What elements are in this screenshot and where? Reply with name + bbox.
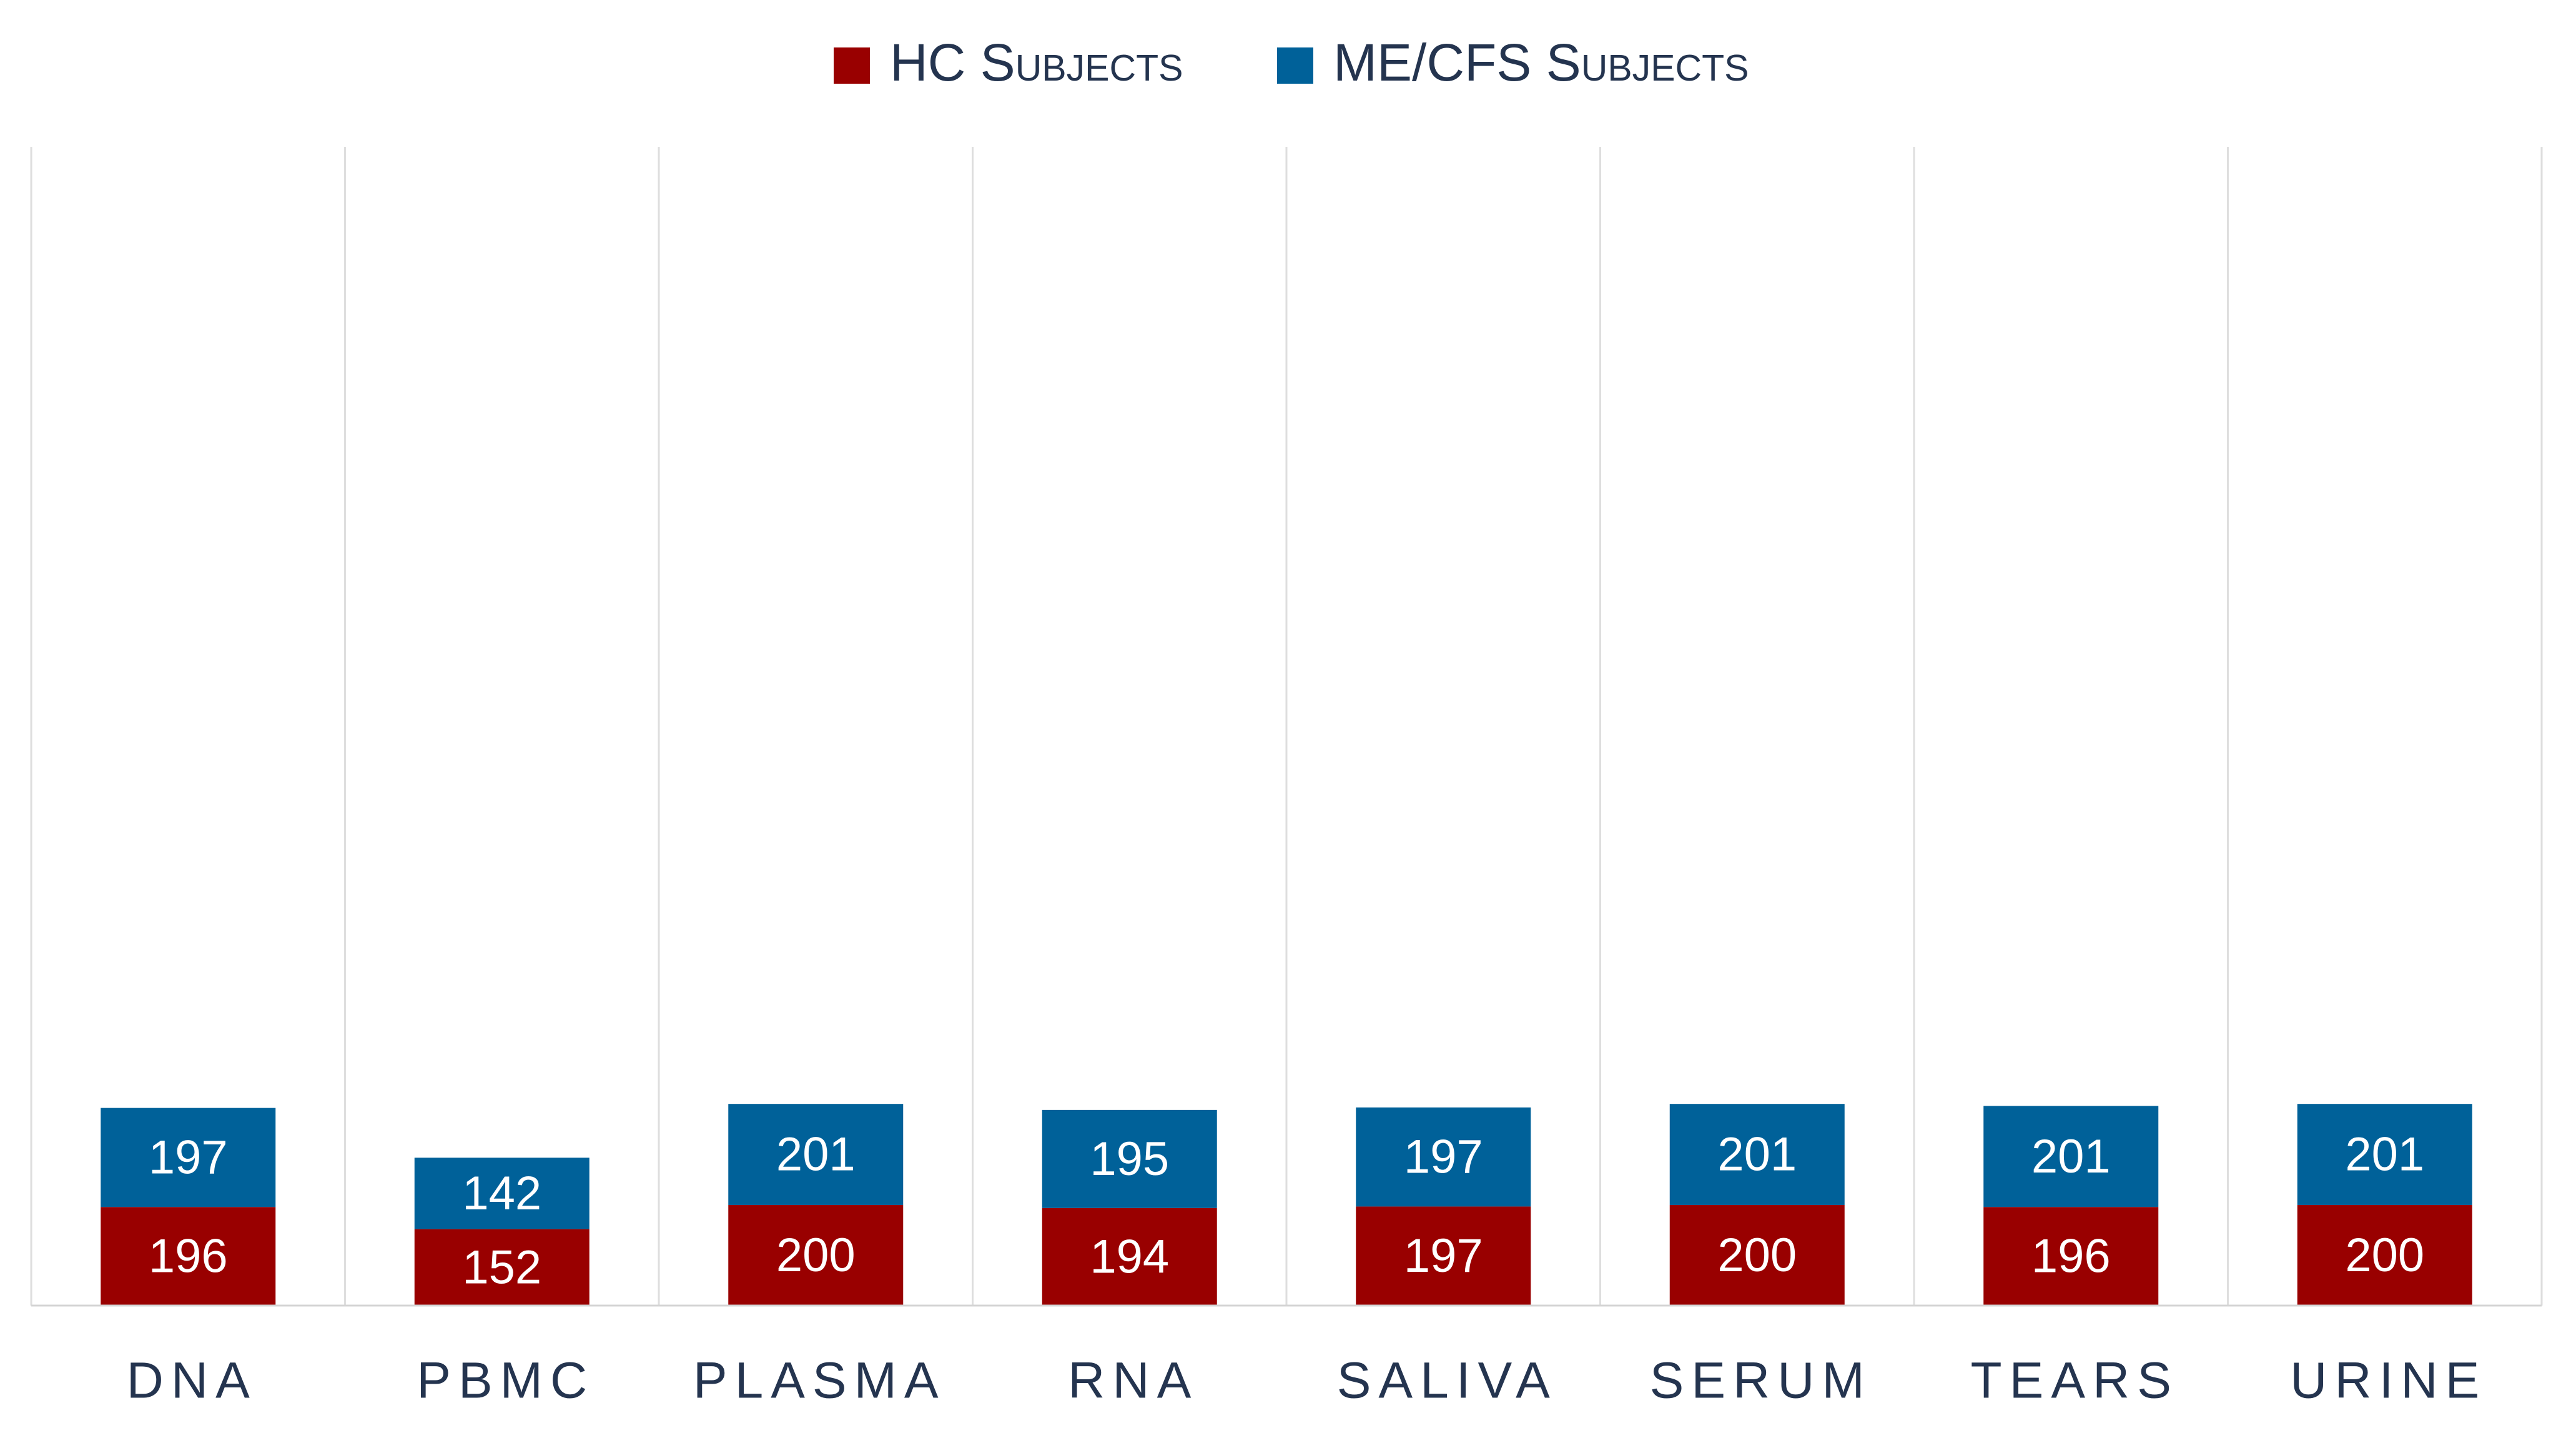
data-label-me-cfs-subjects-dna: 197 <box>149 1131 228 1184</box>
bar-hc-subjects-tears <box>1983 1207 2159 1306</box>
legend[interactable]: HC Subjects ME/CFS Subjects <box>834 33 1749 92</box>
data-label-me-cfs-subjects-tears: 201 <box>2031 1130 2111 1183</box>
grid-lines <box>30 147 2543 1306</box>
bar-me-cfs-subjects-urine <box>2297 1104 2472 1205</box>
data-label-me-cfs-subjects-serum: 201 <box>1717 1128 1797 1181</box>
data-label-hc-subjects-pbmc: 152 <box>462 1241 541 1294</box>
data-label-me-cfs-subjects-urine: 201 <box>2345 1128 2424 1181</box>
data-label-me-cfs-subjects-rna: 195 <box>1090 1133 1169 1186</box>
bar-me-cfs-subjects-saliva <box>1356 1107 1531 1207</box>
data-label-hc-subjects-plasma: 200 <box>776 1229 856 1282</box>
bar-hc-subjects-saliva <box>1356 1206 1531 1306</box>
x-tick-label-rna: RNA <box>1068 1352 1198 1409</box>
bar-me-cfs-subjects-plasma <box>728 1104 904 1205</box>
data-label-hc-subjects-dna: 196 <box>149 1230 228 1283</box>
data-label-hc-subjects-urine: 200 <box>2345 1229 2424 1282</box>
bar-hc-subjects-dna <box>101 1207 276 1306</box>
data-label-hc-subjects-tears: 196 <box>2031 1230 2111 1283</box>
data-label-hc-subjects-rna: 194 <box>1090 1230 1169 1283</box>
bar-me-cfs-subjects-pbmc <box>414 1158 590 1229</box>
legend-label-hc-subjects[interactable]: HC Subjects <box>890 33 1183 92</box>
x-axis: DNA PBMC PLASMA RNA SALIVA SERUM TEARS URINE <box>31 1304 2542 1409</box>
legend-label-me-cfs-subjects[interactable]: ME/CFS Subjects <box>1333 33 1749 92</box>
bar-me-cfs-subjects-serum <box>1669 1104 1845 1205</box>
data-label-hc-subjects-serum: 200 <box>1717 1229 1797 1282</box>
bar-hc-subjects-pbmc <box>414 1229 590 1306</box>
x-tick-label-plasma: PLASMA <box>693 1352 946 1409</box>
bar-hc-subjects-plasma <box>728 1205 904 1306</box>
bar-hc-subjects-rna <box>1042 1207 1217 1306</box>
x-tick-label-tears: TEARS <box>1971 1352 2179 1409</box>
bar-hc-subjects-urine <box>2297 1205 2472 1306</box>
x-tick-label-pbmc: PBMC <box>417 1352 595 1409</box>
data-label-me-cfs-subjects-plasma: 201 <box>776 1128 856 1181</box>
data-label-hc-subjects-saliva: 197 <box>1404 1229 1483 1282</box>
data-labels: 196 197 152 142 200 201 194 195 197 197 200 201 196 2… <box>149 1128 2424 1294</box>
bar-me-cfs-subjects-dna <box>101 1108 276 1207</box>
bars <box>101 1104 2472 1306</box>
legend-swatch-me-cfs-subjects[interactable] <box>1277 47 1313 84</box>
x-tick-label-dna: DNA <box>127 1352 257 1409</box>
data-label-me-cfs-subjects-pbmc: 142 <box>462 1167 541 1220</box>
x-tick-label-urine: URINE <box>2290 1352 2487 1409</box>
x-tick-label-saliva: SALIVA <box>1337 1352 1557 1409</box>
bar-me-cfs-subjects-tears <box>1983 1106 2159 1207</box>
bar-hc-subjects-serum <box>1669 1205 1845 1306</box>
legend-swatch-hc-subjects[interactable] <box>834 47 870 84</box>
x-tick-label-serum: SERUM <box>1650 1352 1872 1409</box>
data-label-me-cfs-subjects-saliva: 197 <box>1404 1131 1483 1184</box>
bar-me-cfs-subjects-rna <box>1042 1109 1217 1208</box>
